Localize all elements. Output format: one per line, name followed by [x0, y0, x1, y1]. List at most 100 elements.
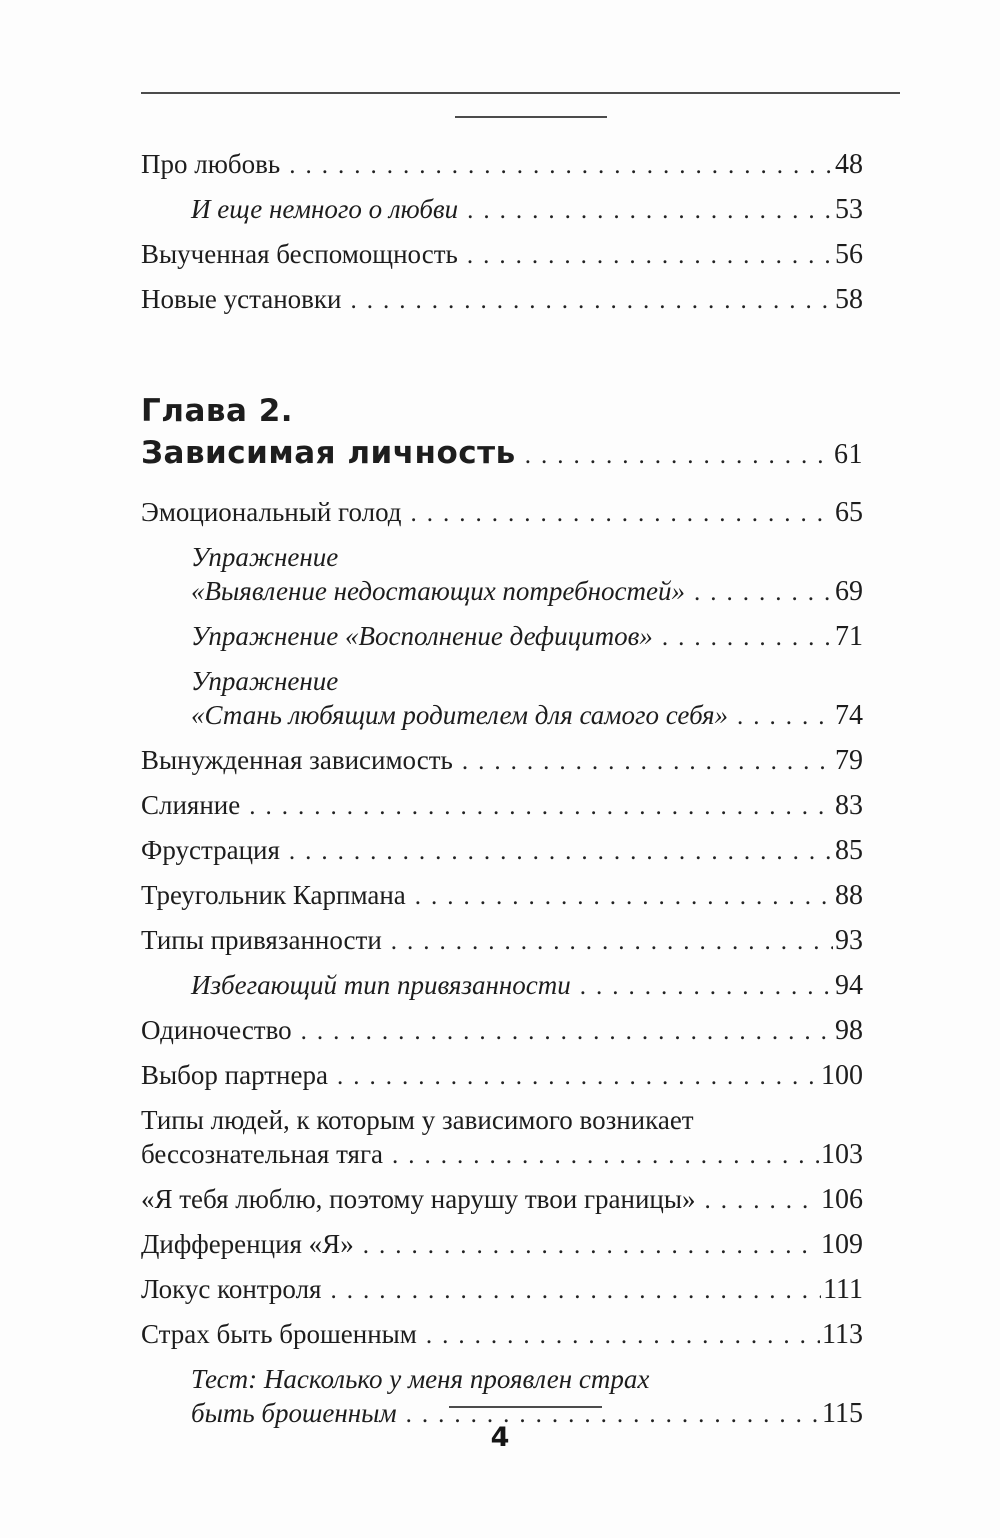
- toc-entry: Локус контроля 111: [141, 1272, 863, 1308]
- toc-entry-title: Слияние: [141, 790, 241, 820]
- dot-leader: [363, 1229, 819, 1263]
- toc-entry-page: 106: [821, 1184, 863, 1215]
- toc-entry-title: «Стань любящим родителем для самого себя…: [191, 700, 729, 730]
- toc-entry: Избегающий тип привязанности 94: [141, 968, 863, 1004]
- toc-entry: Дифференция «Я» 109: [141, 1227, 863, 1263]
- toc-section: Про любовь 48 И еще немного о любви 53 В…: [141, 147, 863, 318]
- toc-entry-page: 83: [835, 790, 863, 821]
- toc-entry: Про любовь 48: [141, 147, 863, 183]
- toc-entry-line: бессознательная тяга 103: [141, 1137, 863, 1173]
- toc-entry-page: 93: [835, 925, 863, 956]
- toc-entry-title: Про любовь: [141, 149, 281, 179]
- page-number: 4: [490, 1422, 510, 1453]
- dot-leader: [391, 925, 833, 959]
- toc-entry-line: Типы людей, к которым у зависимого возни…: [141, 1103, 863, 1137]
- dot-leader: [330, 1274, 821, 1308]
- toc-entry-title: Тест: Насколько у меня проявлен страх: [191, 1364, 650, 1394]
- toc-entry-page: 103: [821, 1139, 863, 1170]
- toc-entry-line: Слияние 83: [141, 788, 863, 824]
- toc-entry-title: «Выявление недостающих потребностей»: [191, 576, 686, 606]
- toc-entry-title: Страх быть брошенным: [141, 1319, 417, 1349]
- toc-entry-line: Новые установки 58: [141, 282, 863, 318]
- chapter-page-number: 61: [834, 439, 863, 470]
- toc-entry: Упражнение «Стань любящим родителем для …: [141, 664, 863, 734]
- toc-entry-line: Дифференция «Я» 109: [141, 1227, 863, 1263]
- toc-entry-title: Дифференция «Я»: [141, 1229, 354, 1259]
- chapter-title: Зависимая личность: [141, 435, 516, 471]
- toc-entry-page: 85: [835, 835, 863, 866]
- dot-leader: [337, 1060, 819, 1094]
- toc-entry: И еще немного о любви 53: [141, 192, 863, 228]
- toc-entry-line: Эмоциональный голод 65: [141, 495, 863, 531]
- toc-items: Эмоциональный голод 65 Упражнение «Выявл…: [141, 495, 863, 1432]
- toc-entry-title: Эмоциональный голод: [141, 497, 402, 527]
- dot-leader: [350, 284, 833, 318]
- toc-entry-line: Выбор партнера 100: [141, 1058, 863, 1094]
- dot-leader: [289, 835, 833, 869]
- toc-entry-line: быть брошенным 115: [191, 1396, 863, 1432]
- toc-entry-line: Упражнение «Восполнение дефицитов» 71: [191, 619, 863, 655]
- dot-leader: [694, 576, 833, 610]
- chapter-title-line: Зависимая личность 61: [141, 432, 863, 477]
- toc-entry-title: Локус контроля: [141, 1274, 322, 1304]
- toc-entry-page: 79: [835, 745, 863, 776]
- toc-entry: Упражнение «Восполнение дефицитов» 71: [141, 619, 863, 655]
- toc-entry: Страх быть брошенным 113: [141, 1317, 863, 1353]
- dot-leader: [525, 435, 832, 477]
- dot-leader: [392, 1139, 819, 1173]
- toc-entry-page: 100: [821, 1060, 863, 1091]
- toc-entry: Вынужденная зависимость 79: [141, 743, 863, 779]
- toc-entry-line: «Стань любящим родителем для самого себя…: [191, 698, 863, 734]
- dot-leader: [467, 239, 833, 273]
- toc-items: Про любовь 48 И еще немного о любви 53 В…: [141, 147, 863, 318]
- toc-entry-line: Типы привязанности 93: [141, 923, 863, 959]
- dot-leader: [737, 700, 833, 734]
- toc-entry: Одиночество 98: [141, 1013, 863, 1049]
- toc-entry: Типы привязанности 93: [141, 923, 863, 959]
- toc-entry: Треугольник Карпмана 88: [141, 878, 863, 914]
- toc-entry-title: Избегающий тип привязанности: [191, 970, 571, 1000]
- toc-entry-page: 94: [835, 970, 863, 1001]
- toc-entry-title: бессознательная тяга: [141, 1139, 383, 1169]
- toc-entry-title: Одиночество: [141, 1015, 292, 1045]
- toc-entry-line: Фрустрация 85: [141, 833, 863, 869]
- toc-entry-line: Страх быть брошенным 113: [141, 1317, 863, 1353]
- toc-entry-title: «Я тебя люблю, поэтому нарушу твои грани…: [141, 1184, 696, 1214]
- toc-entry-title: И еще немного о любви: [191, 194, 459, 224]
- toc-entry-page: 69: [835, 576, 863, 607]
- dot-leader: [580, 970, 833, 1004]
- toc-entry-title: Новые установки: [141, 284, 342, 314]
- toc-entry-title: Упражнение: [191, 666, 339, 696]
- dot-leader: [411, 497, 833, 531]
- dot-leader: [301, 1015, 833, 1049]
- header-rule-short: [455, 116, 607, 118]
- toc-entry-line: Одиночество 98: [141, 1013, 863, 1049]
- dot-leader: [467, 194, 833, 228]
- toc-entry-title: быть брошенным: [191, 1398, 397, 1428]
- toc-entry-title: Типы людей, к которым у зависимого возни…: [141, 1105, 694, 1135]
- toc-entry-line: Треугольник Карпмана 88: [141, 878, 863, 914]
- toc-entry-page: 115: [822, 1398, 863, 1429]
- toc-entry: Выученная беспомощность 56: [141, 237, 863, 273]
- dot-leader: [426, 1319, 820, 1353]
- toc-entry-title: Упражнение «Восполнение дефицитов»: [191, 621, 653, 651]
- toc-entry-line: И еще немного о любви 53: [191, 192, 863, 228]
- toc-entry-page: 65: [835, 497, 863, 528]
- toc-entry-page: 109: [821, 1229, 863, 1260]
- toc-entry: Выбор партнера 100: [141, 1058, 863, 1094]
- toc-entry-page: 74: [835, 700, 863, 731]
- toc-entry: Тест: Насколько у меня проявлен страх бы…: [141, 1362, 863, 1432]
- toc-entry-line: Локус контроля 111: [141, 1272, 863, 1308]
- toc-entry: Слияние 83: [141, 788, 863, 824]
- toc-entry-page: 53: [835, 194, 863, 225]
- toc-entry-line: Выученная беспомощность 56: [141, 237, 863, 273]
- toc-entry-title: Типы привязанности: [141, 925, 382, 955]
- toc-entry-page: 111: [823, 1274, 863, 1305]
- toc-entry-title: Выученная беспомощность: [141, 239, 458, 269]
- toc-entry: Новые установки 58: [141, 282, 863, 318]
- chapter-heading: Глава 2. Зависимая личность 61: [141, 390, 863, 477]
- toc-entry-title: Упражнение: [191, 542, 339, 572]
- toc-entry-title: Вынужденная зависимость: [141, 745, 453, 775]
- toc-entry-line: «Я тебя люблю, поэтому нарушу твои грани…: [141, 1182, 863, 1218]
